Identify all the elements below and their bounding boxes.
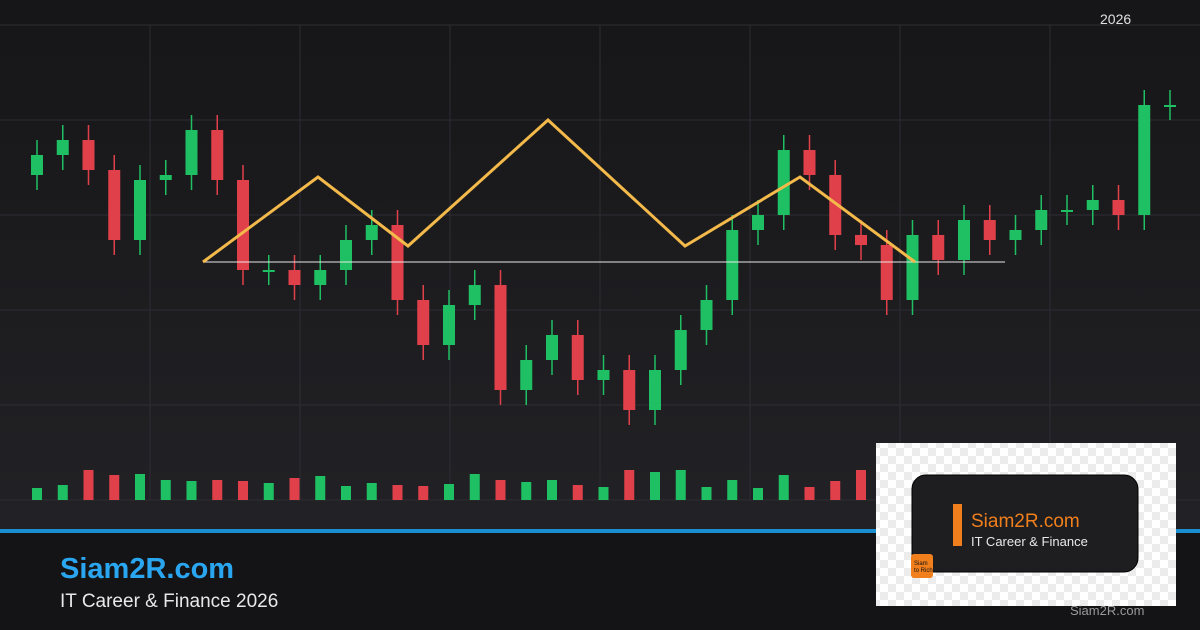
- volume-bar: [727, 480, 738, 500]
- volume-bar: [495, 480, 506, 500]
- candle-body: [726, 230, 739, 300]
- volume-bar: [778, 475, 789, 500]
- watermark: Siam2R.com: [1070, 603, 1144, 618]
- volume-bar: [135, 474, 145, 500]
- candle-body: [546, 335, 558, 360]
- volume-bar: [263, 483, 274, 500]
- candle-body: [340, 240, 352, 270]
- candle-body: [880, 245, 893, 300]
- candle-body: [674, 330, 687, 370]
- candle-body: [108, 170, 121, 240]
- candle-body: [623, 370, 636, 410]
- volume-bar: [572, 485, 583, 500]
- card: [911, 474, 1139, 573]
- volume-bar: [701, 487, 712, 500]
- candles: [31, 90, 1176, 500]
- volume-bar: [675, 470, 686, 500]
- candle-body: [649, 370, 661, 410]
- volume-bar: [624, 470, 635, 500]
- volume-bar: [418, 486, 429, 500]
- volume-bar: [444, 484, 454, 500]
- candle-body: [1138, 105, 1151, 215]
- candle-body: [211, 130, 224, 180]
- footer-title: Siam2R.com: [60, 553, 234, 585]
- volume-bar: [212, 480, 223, 500]
- volume-bar: [186, 481, 197, 500]
- candle-body: [1009, 230, 1022, 240]
- background-grid: [0, 24, 1200, 501]
- logo: [911, 554, 933, 578]
- volume-bar: [753, 488, 763, 500]
- candle-body: [134, 180, 146, 240]
- logo-text: Siam: [914, 561, 928, 567]
- candle-body: [494, 285, 507, 390]
- volume-bar: [57, 485, 68, 500]
- candle-body: [314, 270, 327, 285]
- card-subtitle: IT Career & Finance: [971, 534, 1088, 549]
- candle-body: [1035, 210, 1048, 230]
- candle-body: [468, 285, 481, 305]
- card-title: Siam2R.com: [971, 511, 1080, 532]
- volume-bar: [83, 470, 94, 500]
- volume-bar: [315, 476, 326, 500]
- candle-body: [443, 305, 455, 345]
- candle-body: [1086, 200, 1099, 210]
- candle-body: [803, 150, 816, 175]
- candle-body: [855, 235, 867, 245]
- candle-body: [185, 130, 198, 175]
- volume-bar: [341, 486, 351, 500]
- volume-bar: [392, 485, 403, 500]
- footer-line: [0, 529, 1200, 533]
- candle-body: [288, 270, 301, 285]
- candle-body: [958, 220, 970, 260]
- candle-body: [520, 360, 533, 390]
- candle-body: [571, 335, 584, 380]
- logo-text: to Rich: [914, 568, 933, 574]
- volume-bar: [160, 480, 171, 500]
- candle-body: [777, 150, 790, 215]
- volume-bar: [109, 475, 120, 500]
- candle-body: [1164, 105, 1176, 107]
- card-accent: [953, 504, 962, 546]
- year-label: 2026: [1100, 11, 1131, 27]
- candle-body: [1112, 200, 1125, 215]
- volume-bar: [830, 481, 841, 500]
- volume-bar: [366, 483, 377, 500]
- candle-body: [752, 215, 764, 230]
- volume-bar: [598, 487, 609, 500]
- volume-bar: [521, 482, 532, 500]
- volume-bar: [289, 478, 300, 500]
- volume-bar: [856, 470, 866, 500]
- candle-body: [932, 235, 945, 260]
- candle-body: [700, 300, 713, 330]
- candle-body: [365, 225, 378, 240]
- volume-bar: [650, 472, 660, 500]
- volume-bar: [469, 474, 480, 500]
- candle-body: [597, 370, 610, 380]
- candle-body: [237, 180, 249, 270]
- candle-body: [906, 235, 919, 300]
- volume-bar: [804, 487, 815, 500]
- candle-body: [56, 140, 69, 155]
- candle-body: [262, 270, 275, 272]
- volume-bar: [32, 488, 42, 500]
- volume-bar: [238, 481, 248, 500]
- candle-body: [82, 140, 95, 170]
- candle-body: [31, 155, 43, 175]
- pattern-line: [202, 117, 916, 264]
- candle-body: [983, 220, 996, 240]
- candle-body: [159, 175, 172, 180]
- candle-body: [417, 300, 430, 345]
- footer-subtitle: IT Career & Finance 2026: [60, 591, 278, 612]
- candle-body: [1061, 210, 1073, 212]
- volume-bar: [547, 480, 557, 500]
- candle-body: [829, 175, 842, 235]
